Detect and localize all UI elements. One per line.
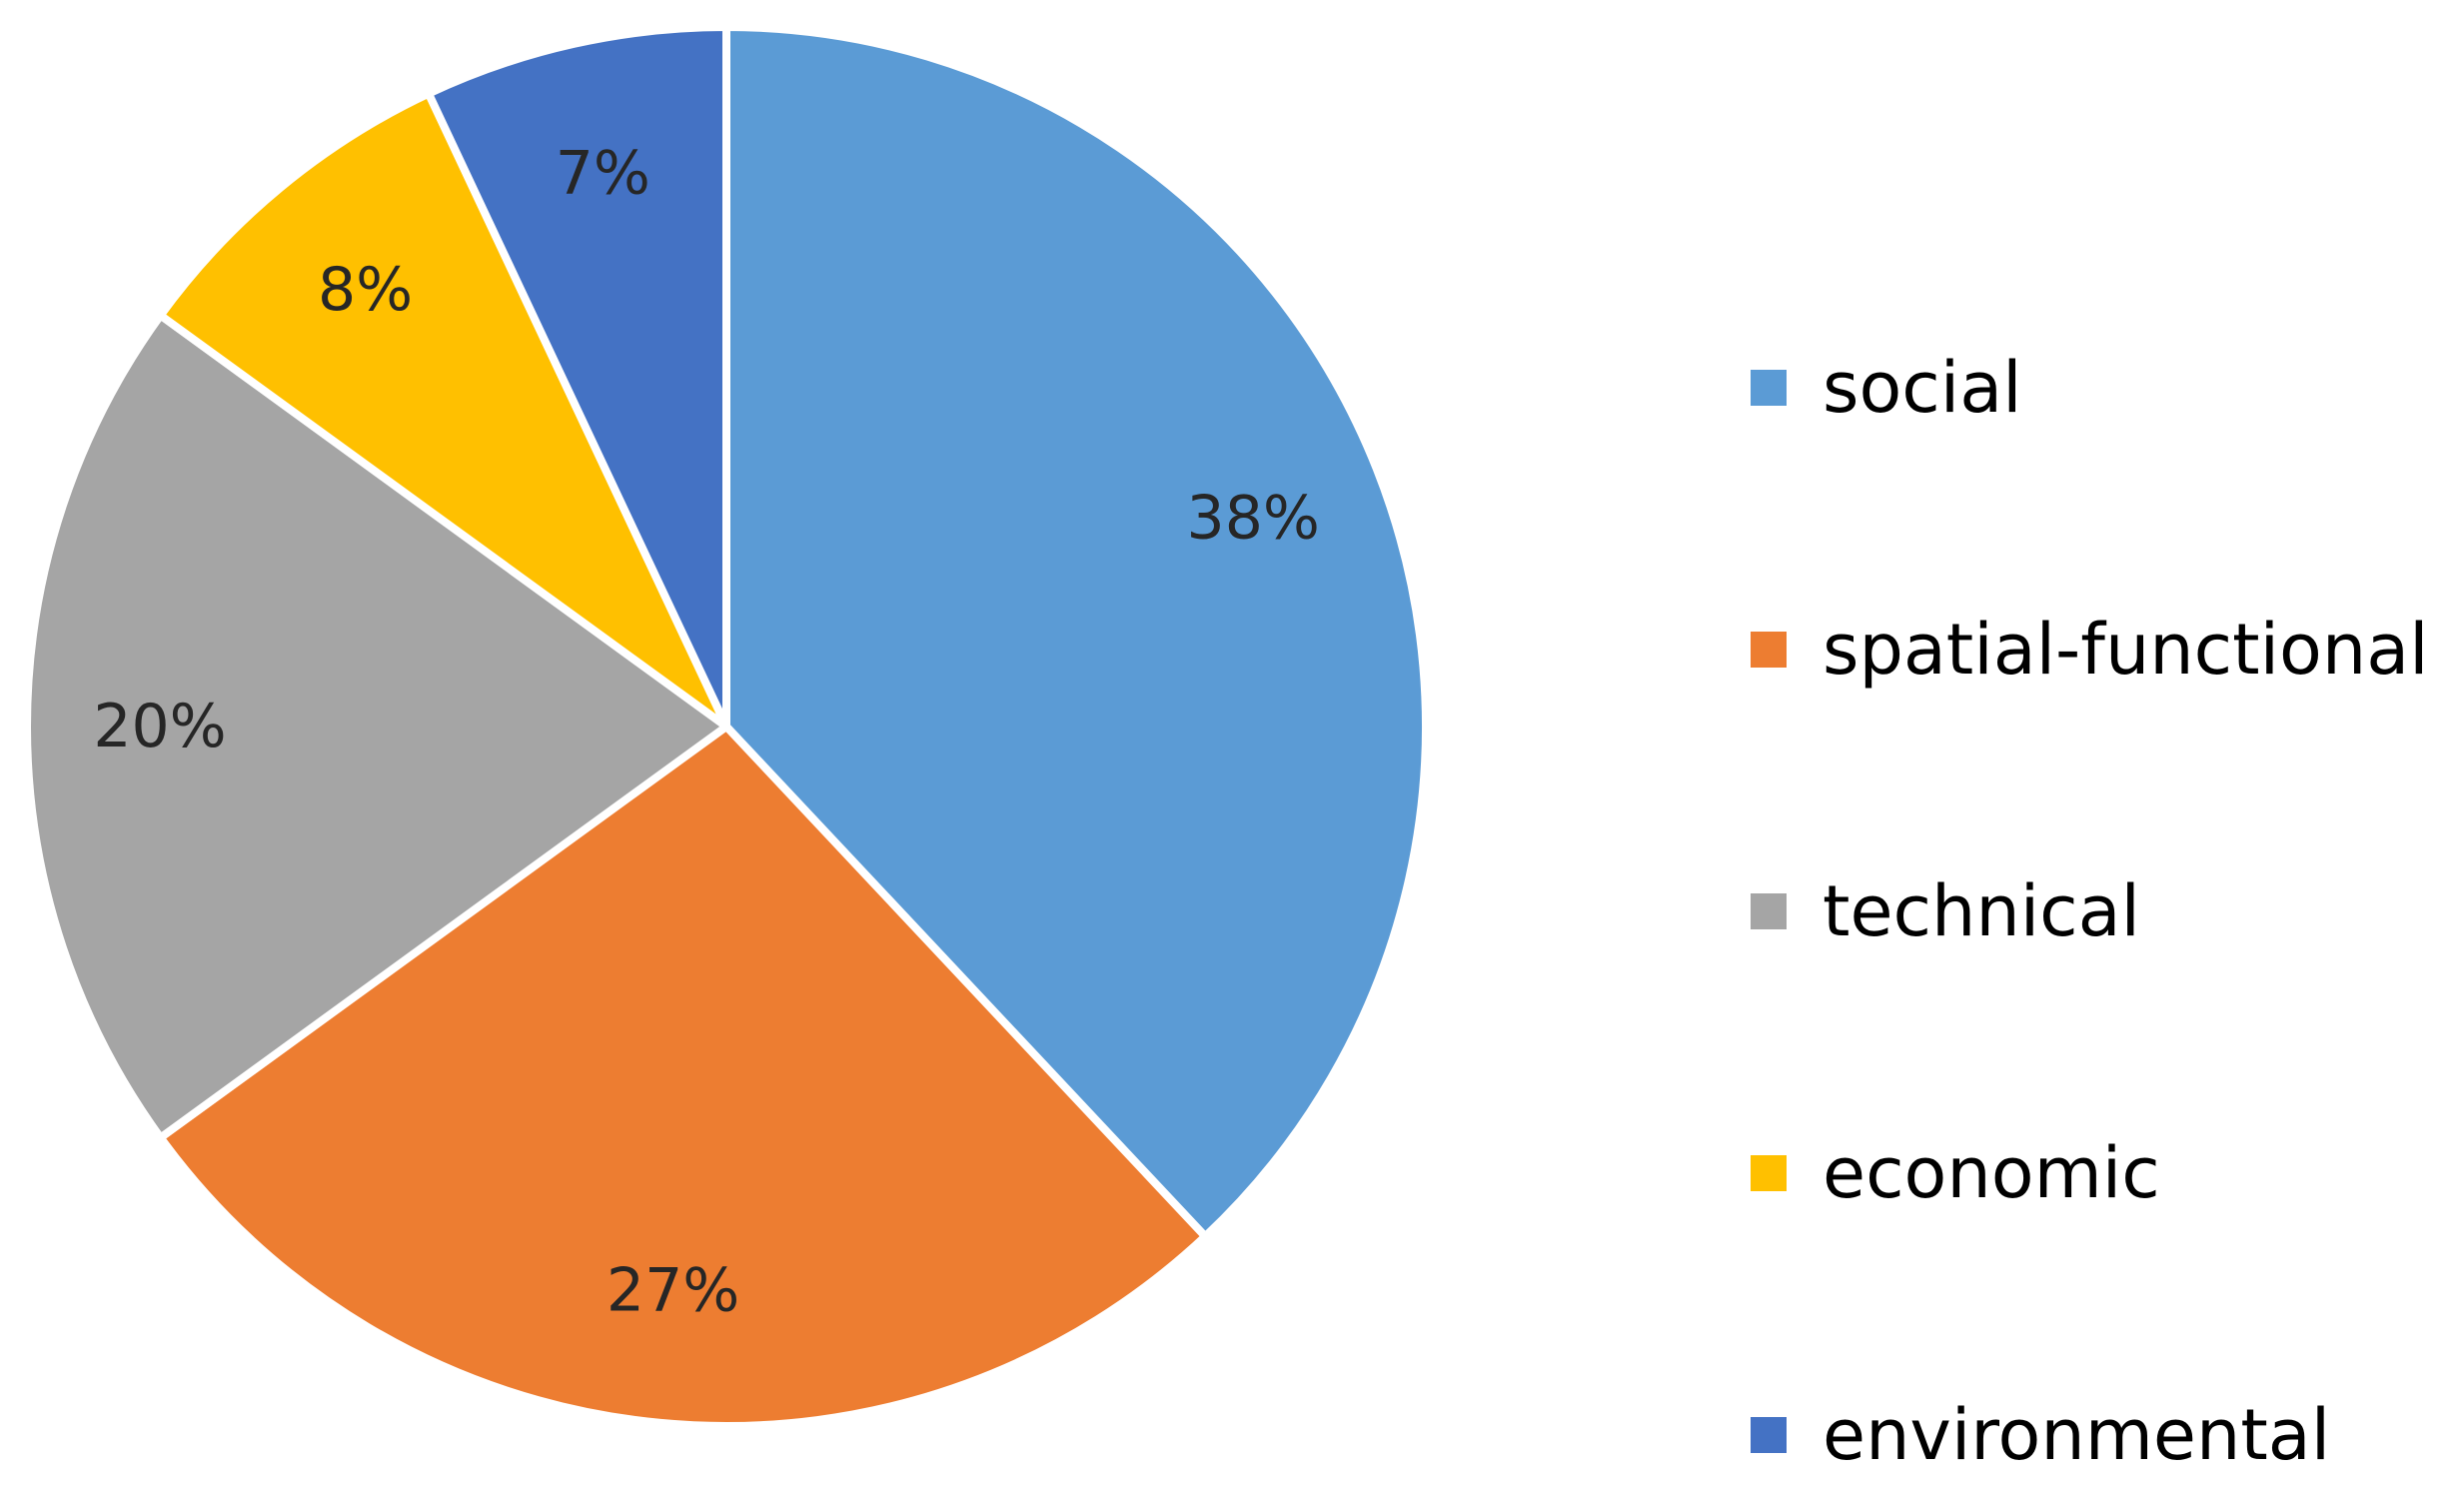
- legend-item-environmental: environmental: [1751, 1394, 2330, 1476]
- legend-swatch-spatial-functional: [1751, 632, 1787, 668]
- legend-swatch-economic: [1751, 1155, 1787, 1191]
- pie-slice-technical: [23, 311, 730, 1142]
- data-label-environmental: 7%: [556, 139, 650, 209]
- legend-item-economic: economic: [1751, 1132, 2160, 1214]
- legend-swatch-social: [1751, 370, 1787, 406]
- pie-slice-social: [722, 23, 1430, 1241]
- legend-item-spatial-functional: spatial-functional: [1751, 609, 2429, 691]
- data-label-social: 38%: [1187, 483, 1320, 553]
- legend-item-social: social: [1751, 347, 2022, 429]
- pie-slice-environmental: [424, 23, 730, 731]
- legend-label-social: social: [1823, 347, 2022, 429]
- legend-swatch-environmental: [1751, 1417, 1787, 1453]
- legend: social spatial-functional technical economi…: [1751, 347, 2429, 1476]
- legend-swatch-technical: [1751, 893, 1787, 929]
- legend-label-spatial-functional: spatial-functional: [1823, 609, 2429, 691]
- legend-item-technical: technical: [1751, 870, 2140, 952]
- data-label-economic: 8%: [318, 255, 413, 325]
- legend-label-economic: economic: [1823, 1132, 2160, 1214]
- pie-data-labels: 38% 27% 20% 8% 7%: [93, 139, 1320, 1326]
- data-label-spatial-functional: 27%: [607, 1256, 739, 1326]
- pie-slice-economic: [156, 89, 730, 731]
- data-label-technical: 20%: [93, 692, 226, 761]
- legend-label-technical: technical: [1823, 870, 2140, 952]
- pie-slice-spatial-functional: [156, 723, 1210, 1430]
- legend-label-environmental: environmental: [1823, 1394, 2330, 1476]
- pie-slices: [23, 23, 1430, 1430]
